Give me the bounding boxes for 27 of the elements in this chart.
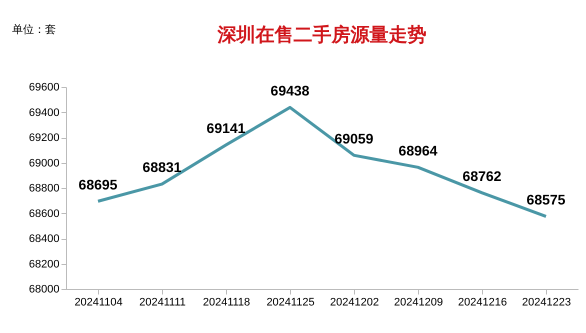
- x-tick-label: 20241125: [266, 296, 315, 308]
- x-tick-label: 20241216: [458, 296, 507, 308]
- y-tick-label: 69000: [28, 157, 60, 170]
- x-tick-label: 20241118: [202, 296, 250, 308]
- data-label: 69141: [206, 120, 246, 136]
- data-label: 68695: [78, 176, 118, 192]
- y-tick-label: 68200: [28, 258, 60, 270]
- y-tick-label: 68600: [28, 208, 60, 220]
- chart-title: 深圳在售二手房源量走势: [216, 24, 426, 46]
- data-label: 68964: [398, 142, 438, 158]
- x-tick-label: 20241202: [330, 296, 379, 308]
- y-tick-label: 68000: [28, 284, 60, 296]
- x-tick-label: 20241111: [139, 296, 186, 308]
- data-label: 68762: [462, 168, 502, 184]
- data-label: 69438: [270, 82, 310, 98]
- x-tick-label: 20241209: [394, 296, 443, 308]
- y-tick-label: 69400: [28, 106, 60, 119]
- y-tick-label: 68800: [28, 182, 60, 194]
- y-tick-label: 69200: [28, 132, 60, 144]
- data-label: 68575: [526, 191, 566, 208]
- y-tick-label: 69600: [28, 82, 60, 94]
- text: 单位：套: [12, 22, 56, 37]
- data-label: 69059: [334, 130, 374, 146]
- y-tick-label: 68400: [28, 233, 60, 245]
- x-tick-label: 20241223: [522, 296, 571, 308]
- data-label: 68831: [142, 159, 182, 176]
- x-tick-label: 20241104: [74, 296, 123, 308]
